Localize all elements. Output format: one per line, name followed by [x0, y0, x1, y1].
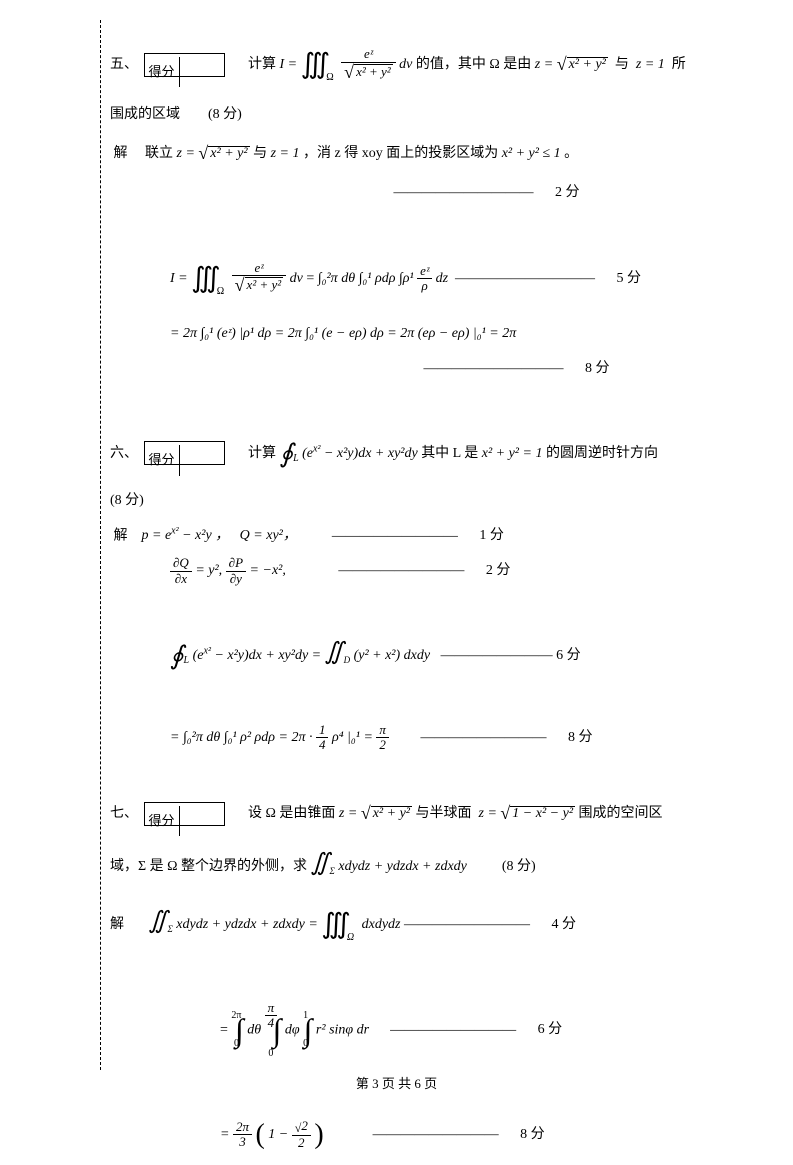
- problem-5-number: 五、: [110, 50, 140, 81]
- score-box-7: 得分: [144, 802, 225, 826]
- p6-dPdy: ∂P∂y: [226, 556, 246, 586]
- p6-mid: 其中 L 是: [421, 446, 478, 461]
- p5-sqrt2: x² + y²: [208, 146, 249, 161]
- cut-line: [100, 20, 101, 1070]
- score-label: 得分: [145, 57, 180, 88]
- p7-mid: 与半球面: [416, 806, 472, 821]
- p6-total-pts: (8 分): [110, 493, 144, 508]
- p5-zeq2: z =: [177, 146, 195, 161]
- p6-integral: ∮L (ex² − x²y)dx + xy²dy: [280, 446, 418, 461]
- p7-pts6: 6 分: [538, 1015, 563, 1046]
- p6-sol: 解: [114, 528, 128, 543]
- p6-partial1: = y²,: [195, 563, 222, 578]
- p5-frac1: eᶻ √x² + y²: [341, 47, 396, 82]
- p5-l2: 围成的区域: [110, 107, 180, 122]
- p5-I: I =: [280, 57, 298, 72]
- p5-pts2: 2 分: [555, 178, 580, 209]
- p5-step2b: dz: [436, 271, 448, 286]
- score-blank: [180, 54, 224, 76]
- problem-6: 六、 得分 计算 ∮L (ex² − x²y)dx + xy²dy 其中 L 是…: [110, 425, 743, 754]
- p6-suffix: 的圆周逆时针方向: [546, 446, 658, 461]
- p6-circle: x² + y² = 1: [482, 446, 543, 461]
- p6-pq: p = ex² − x²y ， Q = xy²，: [142, 528, 297, 543]
- p6-pts1: 1 分: [479, 521, 504, 552]
- p5-step2a: ∫₀²π dθ ∫₀¹ ρdρ ∫ρ¹: [318, 271, 414, 286]
- p7-pts8: 8 分: [520, 1120, 545, 1151]
- problem-5: 五、 得分 计算 I = ∭Ω eᶻ √x² + y² dv 的值，其中 Ω 是…: [110, 34, 743, 385]
- p6-dQdx: ∂Q∂x: [170, 556, 192, 586]
- p7-pre: 设 Ω 是由锥面: [248, 806, 335, 821]
- p5-text-1: 计算: [248, 57, 276, 72]
- p5-suffix: 所: [672, 57, 686, 72]
- p7-sqrt1: x² + y²: [371, 806, 412, 821]
- p7-suffix: 围成的空间区: [579, 806, 663, 821]
- dash: ——————————: [394, 185, 534, 200]
- p6-pre: 计算: [248, 446, 276, 461]
- problem-7: 七、 得分 设 Ω 是由锥面 z = √x² + y² 与半球面 z = √1 …: [110, 794, 743, 1165]
- region-omega: Ω: [326, 72, 333, 83]
- p7-sol: 解: [110, 917, 124, 932]
- p5-total-pts: (8 分): [208, 107, 242, 122]
- p5-and: 与: [615, 57, 629, 72]
- p7-cone: z =: [339, 806, 357, 821]
- p7-sphere: z =: [479, 806, 497, 821]
- p5-z1: z = 1: [636, 57, 665, 72]
- p5-cond: x² + y² ≤ 1: [502, 146, 561, 161]
- p5-sqrt1: x² + y²: [567, 57, 608, 72]
- p5-text-2: 的值，其中 Ω 是由: [416, 57, 531, 72]
- page-footer: 第 3 页 共 6 页: [0, 1073, 793, 1092]
- p6-partial2: = −x²,: [250, 563, 286, 578]
- p5-frac3: eᶻ ρ: [417, 264, 432, 294]
- p6-polar2: ρ⁴ |₀¹ =: [332, 730, 373, 745]
- p5-sol-l1c: ，消 z 得 xoy 面上的投影区域为: [303, 146, 498, 161]
- p7-gauss: ∬Σ xdydz + ydzdx + zdxdy = ∭Ω dxdydz: [149, 917, 401, 932]
- p5-frac2: eᶻ √x² + y²: [232, 261, 287, 296]
- p7-pts4: 4 分: [552, 910, 577, 941]
- p7-sqrt2: 1 − x² − y²: [510, 806, 575, 821]
- score-box-5: 得分: [144, 53, 225, 77]
- p7-2pi3: 2π3: [233, 1120, 252, 1150]
- radical-icon: √: [557, 54, 567, 74]
- p5-z1b: z = 1: [271, 146, 300, 161]
- p6-pts8: 8 分: [568, 723, 593, 754]
- p5-I2: I =: [170, 271, 188, 286]
- p7-surfint: ∬Σ xdydz + ydzdx + zdxdy: [311, 859, 467, 874]
- p7-sqrt22: √22: [292, 1119, 311, 1150]
- p7-l2a: 域，Σ 是 Ω 整个边界的外侧，求: [110, 859, 307, 874]
- problem-7-number: 七、: [110, 799, 140, 830]
- p5-zeq: z =: [535, 57, 553, 72]
- p5-sol: 解: [114, 146, 128, 161]
- p6-quarter: 14: [316, 723, 329, 753]
- p5-sol-l1b: 与: [253, 146, 267, 161]
- p7-pts-total: (8 分): [502, 859, 536, 874]
- p6-pi2: π2: [376, 723, 389, 753]
- p5-pts8: 8 分: [585, 354, 610, 385]
- problem-6-number: 六、: [110, 439, 140, 470]
- p5-dv: dv: [399, 57, 412, 72]
- p5-sol-l1a: 联立: [145, 146, 173, 161]
- score-box-6: 得分: [144, 441, 225, 465]
- p5-pts5: 5 分: [617, 264, 642, 295]
- p5-period: 。: [564, 146, 578, 161]
- p6-polar: = ∫₀²π dθ ∫₀¹ ρ² ρdρ = 2π ·: [170, 730, 316, 745]
- p6-pts2: 2 分: [486, 556, 511, 587]
- p5-step3: = 2π ∫₀¹ (eᶻ) |ρ¹ dρ = 2π ∫₀¹ (e − eρ) d…: [170, 326, 516, 341]
- p6-pts6: 6 分: [556, 641, 581, 672]
- p6-green: ∮L (ex² − x²y)dx + xy²dy = ∬D (y² + x²) …: [170, 648, 430, 663]
